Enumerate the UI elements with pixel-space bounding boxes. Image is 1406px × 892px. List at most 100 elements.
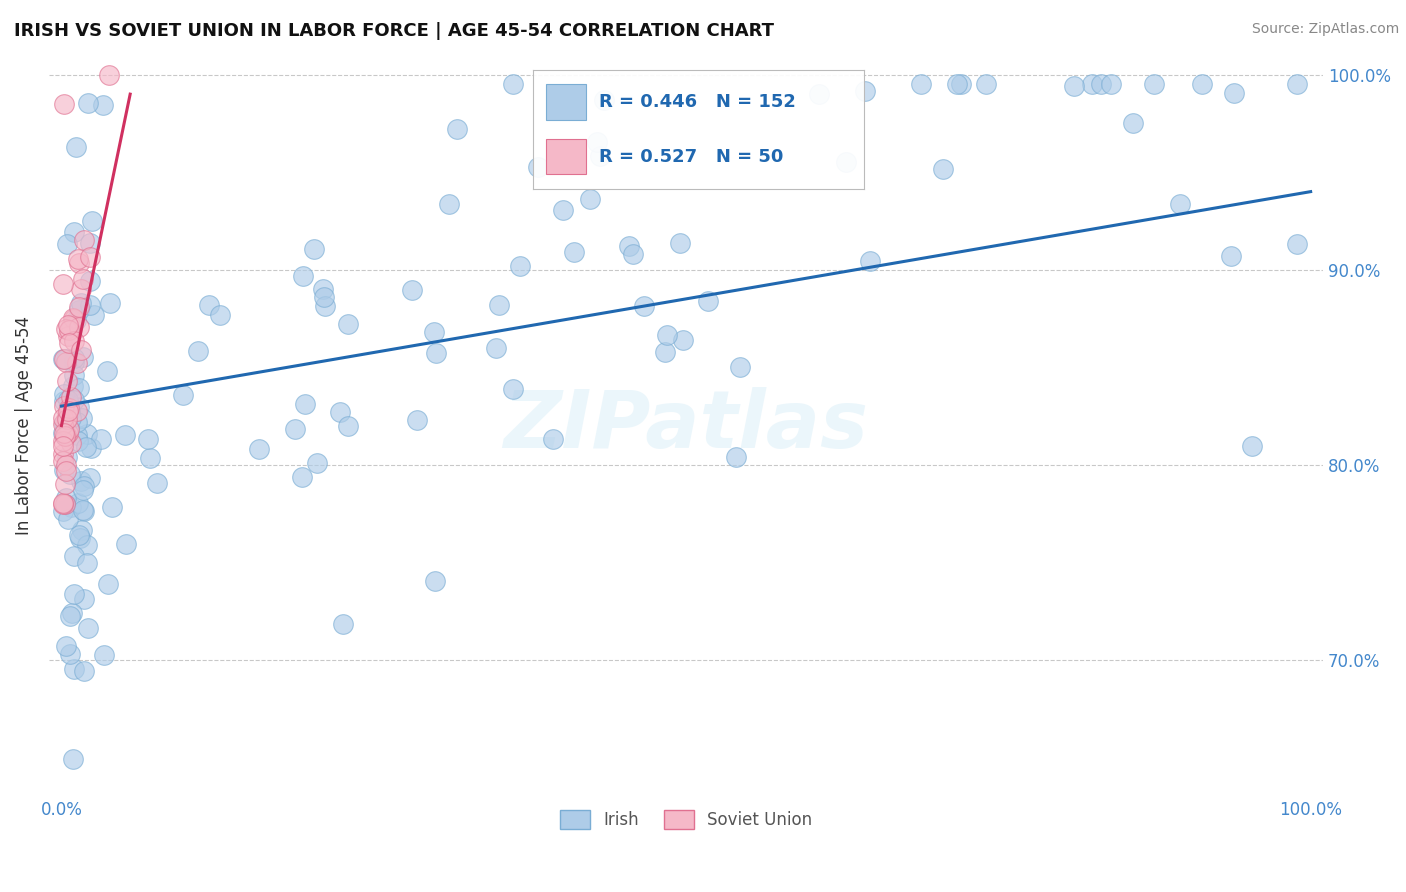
Point bbox=[55, 464, 77, 478]
Point bbox=[332, 616, 354, 631]
Point bbox=[66, 415, 89, 429]
Point bbox=[58, 323, 80, 337]
Point bbox=[52, 463, 75, 477]
Point bbox=[55, 321, 77, 335]
Point bbox=[58, 397, 80, 411]
Point bbox=[60, 318, 83, 333]
Point bbox=[52, 277, 75, 291]
Point bbox=[80, 213, 103, 227]
Point bbox=[63, 368, 86, 383]
Point bbox=[62, 549, 84, 563]
Point bbox=[59, 608, 82, 623]
Point bbox=[65, 313, 87, 327]
Point bbox=[70, 524, 93, 538]
Point bbox=[52, 434, 75, 449]
Point bbox=[60, 606, 83, 620]
Point bbox=[55, 428, 77, 442]
Point bbox=[725, 450, 748, 465]
Point bbox=[284, 422, 307, 436]
Point bbox=[859, 254, 882, 268]
Point bbox=[52, 497, 75, 511]
Point bbox=[72, 478, 94, 492]
Point bbox=[62, 311, 84, 326]
Point bbox=[58, 329, 80, 343]
Point bbox=[67, 381, 90, 395]
Point bbox=[77, 621, 100, 635]
Point bbox=[63, 355, 86, 369]
Point bbox=[90, 432, 112, 446]
Point bbox=[425, 346, 447, 360]
Point bbox=[1220, 249, 1243, 263]
Point bbox=[423, 574, 446, 589]
Point bbox=[56, 450, 79, 464]
Point bbox=[59, 411, 82, 425]
Point bbox=[72, 350, 94, 364]
Legend: Irish, Soviet Union: Irish, Soviet Union bbox=[553, 804, 818, 836]
Point bbox=[502, 382, 524, 396]
Point bbox=[593, 93, 616, 107]
Point bbox=[485, 341, 508, 355]
Point bbox=[314, 299, 336, 313]
Point bbox=[63, 587, 86, 601]
Point bbox=[69, 283, 91, 297]
Point bbox=[835, 154, 858, 169]
Point bbox=[976, 78, 998, 92]
Point bbox=[292, 269, 315, 284]
Point bbox=[60, 436, 83, 450]
Point bbox=[53, 387, 76, 401]
Point bbox=[586, 135, 609, 149]
Point bbox=[93, 648, 115, 662]
Point bbox=[52, 447, 75, 461]
Point bbox=[672, 333, 695, 347]
Point bbox=[67, 302, 90, 317]
Point bbox=[66, 356, 89, 370]
Point bbox=[807, 87, 830, 101]
Point bbox=[59, 467, 82, 481]
Point bbox=[63, 334, 86, 348]
Point bbox=[56, 318, 79, 332]
Point bbox=[70, 411, 93, 425]
Point bbox=[1191, 78, 1213, 92]
Point bbox=[79, 471, 101, 485]
Point bbox=[329, 404, 352, 418]
Point bbox=[79, 297, 101, 311]
Point bbox=[541, 432, 564, 446]
Point bbox=[55, 412, 77, 426]
Point bbox=[527, 160, 550, 174]
Point bbox=[619, 238, 641, 252]
Point bbox=[139, 451, 162, 466]
Point bbox=[172, 388, 194, 402]
Point bbox=[69, 475, 91, 489]
Point bbox=[336, 418, 359, 433]
Point bbox=[58, 422, 80, 436]
Point bbox=[553, 203, 575, 218]
Point bbox=[1122, 116, 1144, 130]
Text: IRISH VS SOVIET UNION IN LABOR FORCE | AGE 45-54 CORRELATION CHART: IRISH VS SOVIET UNION IN LABOR FORCE | A… bbox=[14, 22, 775, 40]
Point bbox=[97, 68, 120, 82]
Point bbox=[56, 512, 79, 526]
Point bbox=[247, 442, 270, 457]
Point bbox=[52, 454, 75, 468]
Point bbox=[66, 434, 89, 449]
Point bbox=[138, 432, 160, 446]
Point bbox=[294, 397, 316, 411]
Point bbox=[56, 412, 79, 426]
Point bbox=[76, 556, 98, 570]
Point bbox=[59, 404, 82, 418]
Point bbox=[186, 343, 208, 358]
Point bbox=[52, 425, 75, 440]
Point bbox=[67, 528, 90, 542]
Point bbox=[72, 483, 94, 498]
Point bbox=[1081, 78, 1104, 92]
Point bbox=[437, 197, 460, 211]
Point bbox=[72, 272, 94, 286]
Point bbox=[509, 259, 531, 273]
Point bbox=[488, 298, 510, 312]
Point bbox=[305, 457, 328, 471]
Point bbox=[657, 327, 679, 342]
Point bbox=[63, 311, 86, 326]
Text: Source: ZipAtlas.com: Source: ZipAtlas.com bbox=[1251, 22, 1399, 37]
Point bbox=[91, 97, 114, 112]
Point bbox=[696, 293, 718, 308]
Point bbox=[76, 426, 98, 441]
